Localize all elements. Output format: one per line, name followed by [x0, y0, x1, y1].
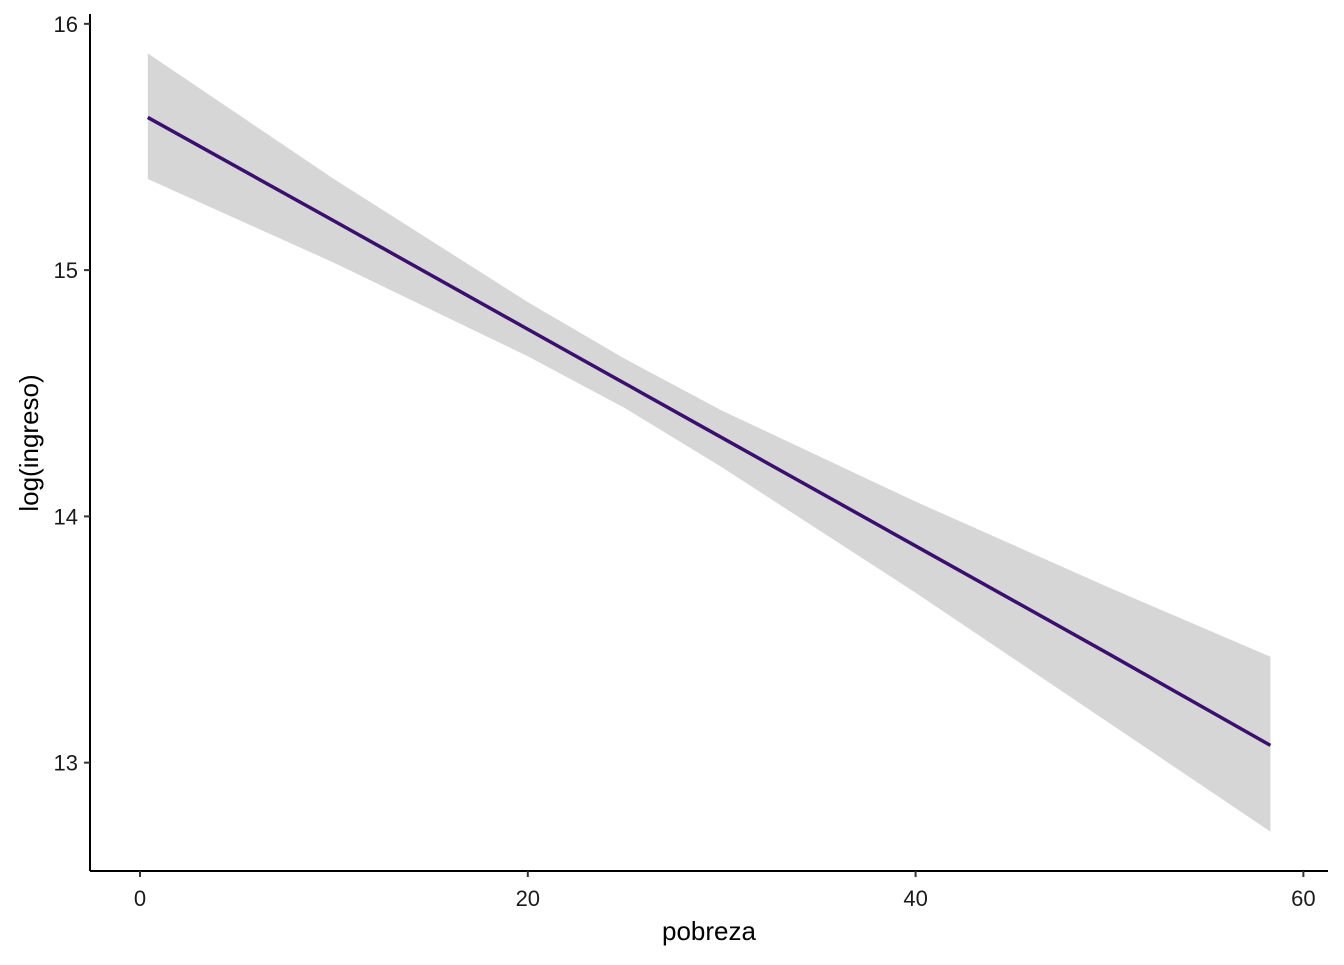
y-tick-label: 13 — [54, 751, 78, 776]
fit-line — [146, 115, 1272, 747]
y-axis-title: log(ingreso) — [14, 374, 44, 511]
y-tick-label: 14 — [54, 504, 78, 529]
y-tick-label: 16 — [54, 12, 78, 37]
x-tick-label: 20 — [516, 886, 540, 911]
confidence-band — [147, 53, 1271, 832]
x-axis-title: pobreza — [662, 916, 756, 946]
x-tick-label: 60 — [1291, 886, 1315, 911]
x-tick-label: 40 — [903, 886, 927, 911]
y-tick-label: 15 — [54, 258, 78, 283]
x-tick-label: 0 — [134, 886, 146, 911]
